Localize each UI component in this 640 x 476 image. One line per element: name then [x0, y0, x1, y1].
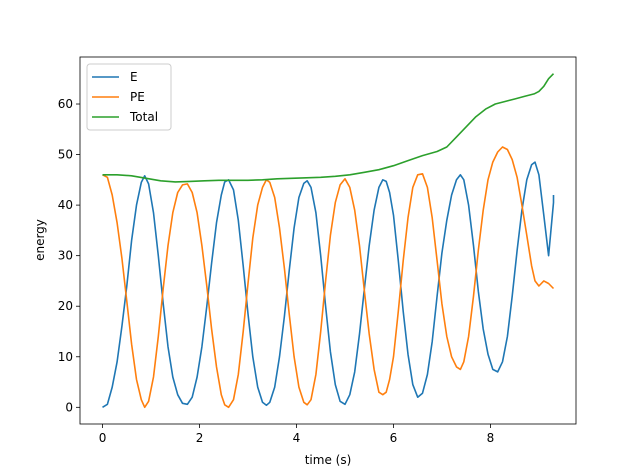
x-tick-label: 2	[196, 431, 204, 445]
y-tick-label: 30	[58, 249, 73, 263]
legend-label-total: Total	[129, 110, 158, 124]
x-tick-label: 0	[99, 431, 107, 445]
plot-lines	[102, 73, 555, 409]
y-axis-ticks: 0 10 20 30 40 50 60	[58, 97, 80, 414]
y-tick-label: 60	[58, 97, 73, 111]
series-e-line	[102, 161, 555, 408]
y-tick-label: 20	[58, 299, 73, 313]
x-tick-label: 6	[390, 431, 398, 445]
legend: E PE Total	[86, 63, 172, 131]
x-axis-ticks: 0 2 4 6 8	[99, 424, 495, 445]
x-tick-label: 4	[293, 431, 301, 445]
x-tick-label: 8	[487, 431, 495, 445]
y-tick-label: 40	[58, 198, 73, 212]
legend-label-pe: PE	[130, 90, 145, 104]
axes-frame	[79, 56, 577, 425]
y-tick-label: 0	[65, 400, 73, 414]
legend-box	[86, 63, 172, 131]
y-tick-label: 50	[58, 148, 73, 162]
series-total-line	[102, 73, 555, 183]
x-axis-label: time (s)	[305, 453, 352, 467]
y-axis-label: energy	[33, 219, 47, 261]
series-pe-line	[102, 146, 555, 409]
legend-label-e: E	[130, 70, 138, 84]
y-tick-label: 10	[58, 350, 73, 364]
